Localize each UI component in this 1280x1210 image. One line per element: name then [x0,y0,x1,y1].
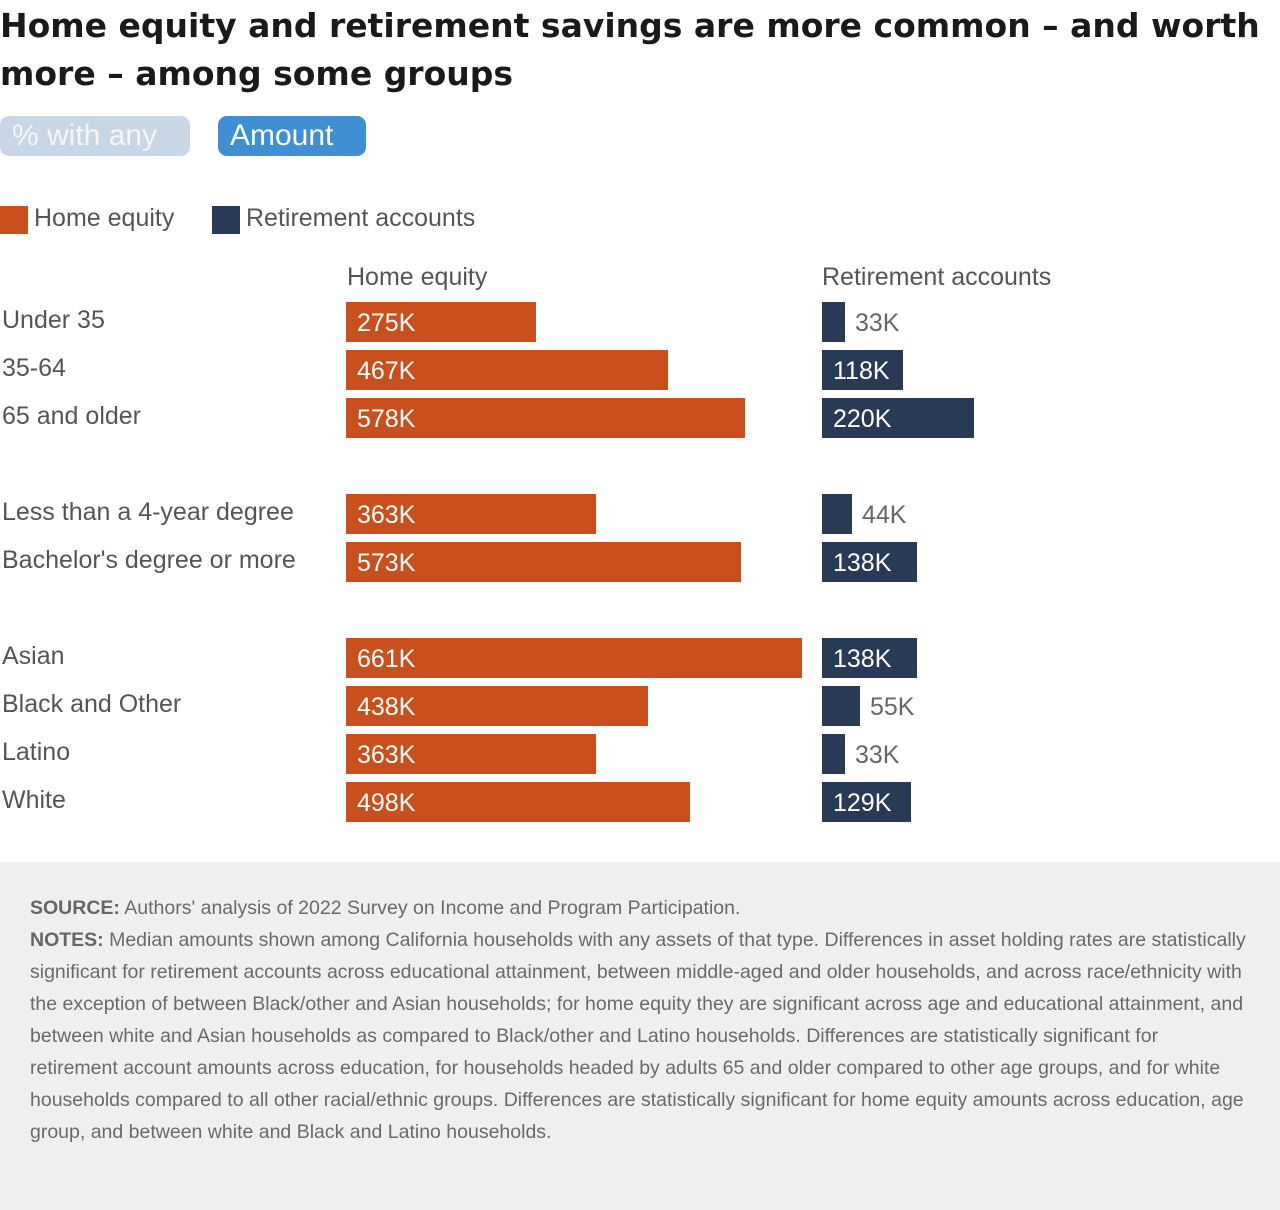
legend-label-home-equity: Home equity [34,204,175,232]
source-text: Authors' analysis of 2022 Survey on Inco… [124,897,741,919]
data-label-retirement-accounts-65-and-older: 220K [833,405,892,433]
bar-chart: Under 35 275K 33K 35-64 467K 118K 65 and older… [2,302,974,822]
category-label-latino: Latino [2,738,70,766]
bar-home-equity-less-than-a-4-year-degree [346,494,596,534]
bar-retirement-accounts-asian [822,638,917,678]
category-label-65-and-older: 65 and older [2,402,141,430]
bar-retirement-accounts-under-35 [822,302,845,342]
data-label-home-equity-white: 498K [357,789,416,817]
bar-retirement-accounts-latino [822,734,845,774]
data-label-home-equity-asian: 661K [357,645,416,673]
data-label-retirement-accounts-under-35: 33K [855,309,900,337]
category-label-under-35: Under 35 [2,306,105,334]
bar-retirement-accounts-black-and-other [822,686,860,726]
legend-label-retirement: Retirement accounts [246,204,476,232]
data-label-retirement-accounts-35-64: 118K [833,357,890,385]
bar-retirement-accounts-35-64 [822,350,903,390]
data-label-home-equity-black-and-other: 438K [357,693,416,721]
category-label-asian: Asian [2,642,65,670]
legend-swatch-retirement [212,206,240,234]
bar-home-equity-bachelor-s-degree-or-more [346,542,741,582]
data-label-home-equity-65-and-older: 578K [357,405,416,433]
panel-header-retirement: Retirement accounts [822,263,1052,291]
data-label-home-equity-latino: 363K [357,741,416,769]
data-label-home-equity-under-35: 275K [357,309,416,337]
source-label: SOURCE: [30,897,120,919]
bar-home-equity-under-35 [346,302,536,342]
legend-swatch-home-equity [0,206,28,234]
bar-home-equity-white [346,782,690,822]
chart-title: Home equity and retirement savings are m… [0,6,1260,93]
category-label-35-64: 35-64 [2,354,66,382]
category-label-bachelor-s-degree-or-more: Bachelor's degree or more [2,546,296,574]
bar-retirement-accounts-white [822,782,911,822]
bar-home-equity-latino [346,734,596,774]
data-label-retirement-accounts-black-and-other: 55K [870,693,915,721]
notes-text: Median amounts shown among California ho… [30,929,1246,1143]
footer-notes: SOURCE: Authors' analysis of 2022 Survey… [30,892,1250,1148]
data-label-home-equity-bachelor-s-degree-or-more: 573K [357,549,416,577]
bar-retirement-accounts-less-than-a-4-year-degree [822,494,852,534]
bar-home-equity-65-and-older [346,398,745,438]
data-label-retirement-accounts-bachelor-s-degree-or-more: 138K [833,549,892,577]
data-label-retirement-accounts-latino: 33K [855,741,900,769]
data-label-retirement-accounts-white: 129K [833,789,892,817]
data-label-home-equity-35-64: 467K [357,357,416,385]
bar-retirement-accounts-bachelor-s-degree-or-more [822,542,917,582]
amount-toggle[interactable]: Amount [218,116,366,156]
bar-home-equity-black-and-other [346,686,648,726]
data-label-retirement-accounts-asian: 138K [833,645,892,673]
footer [0,862,1280,1210]
category-label-black-and-other: Black and Other [2,690,181,718]
bar-home-equity-35-64 [346,350,668,390]
bar-home-equity-asian [346,638,802,678]
notes-label: NOTES: [30,929,104,951]
panel-header-home-equity: Home equity [347,263,488,291]
data-label-home-equity-less-than-a-4-year-degree: 363K [357,501,416,529]
bar-retirement-accounts-65-and-older [822,398,974,438]
category-label-less-than-a-4-year-degree: Less than a 4-year degree [2,498,294,526]
percent-with-any-toggle[interactable]: % with any [0,116,190,156]
category-label-white: White [2,786,66,814]
data-label-retirement-accounts-less-than-a-4-year-degree: 44K [862,501,907,529]
